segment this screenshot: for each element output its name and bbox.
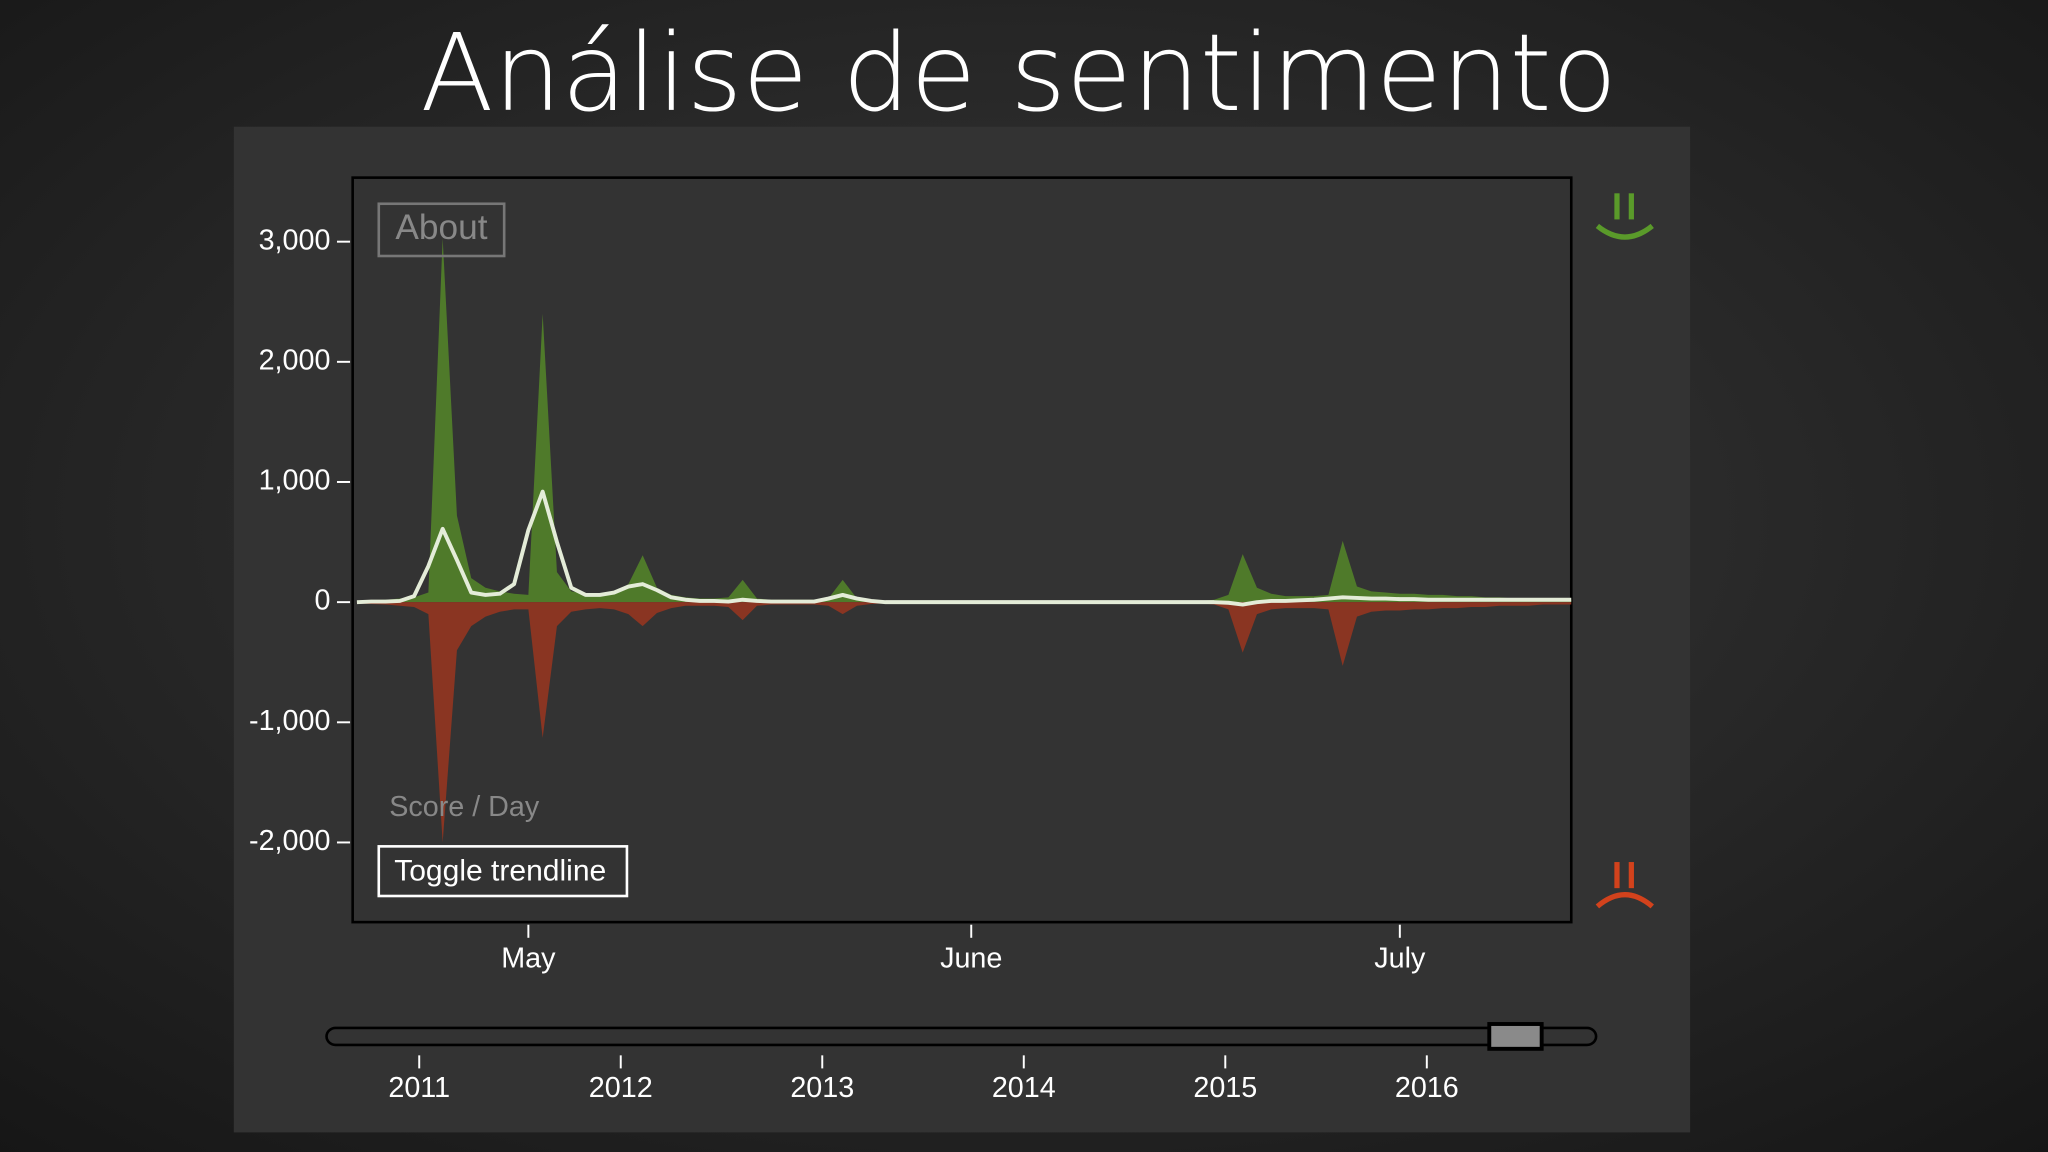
y-tick-label: 3,000 xyxy=(259,224,331,256)
brush-track xyxy=(325,1026,1598,1047)
brush-tick-label: 2014 xyxy=(992,1072,1056,1104)
chart: -2,000 -1,000 0 1,000 2,000 3,000 May June July xyxy=(249,224,1572,975)
chart-panel xyxy=(233,126,1691,1133)
brush-handle[interactable] xyxy=(1487,1022,1544,1051)
about-label: About xyxy=(395,208,487,247)
about-button[interactable] xyxy=(377,202,506,258)
slide-title: Análise de sentimento xyxy=(420,12,1617,136)
trendline xyxy=(356,489,1572,607)
sad-icon xyxy=(1595,862,1654,909)
brush-tick-label: 2015 xyxy=(1193,1072,1257,1104)
brush-tick-label: 2013 xyxy=(790,1072,854,1104)
y-tick-label: -1,000 xyxy=(249,705,330,737)
happy-icon xyxy=(1595,193,1654,240)
brush-tick-label: 2016 xyxy=(1395,1072,1459,1104)
plot-frame xyxy=(351,176,1573,924)
brush-tick-label: 2011 xyxy=(388,1072,450,1104)
x-tick-label: July xyxy=(1374,943,1426,975)
x-tick-label: June xyxy=(940,943,1002,975)
toggle-label: Toggle trendline xyxy=(394,854,606,887)
y-tick-label: 2,000 xyxy=(259,344,331,376)
x-tick-label: May xyxy=(501,943,556,975)
brush-tick-label: 2012 xyxy=(589,1072,653,1104)
toggle-button[interactable] xyxy=(377,845,629,898)
y-tick-label: 0 xyxy=(314,585,330,617)
y-tick-label: -2,000 xyxy=(249,825,330,857)
y-label: Score / Day xyxy=(389,791,540,823)
y-tick-label: 1,000 xyxy=(259,465,331,497)
